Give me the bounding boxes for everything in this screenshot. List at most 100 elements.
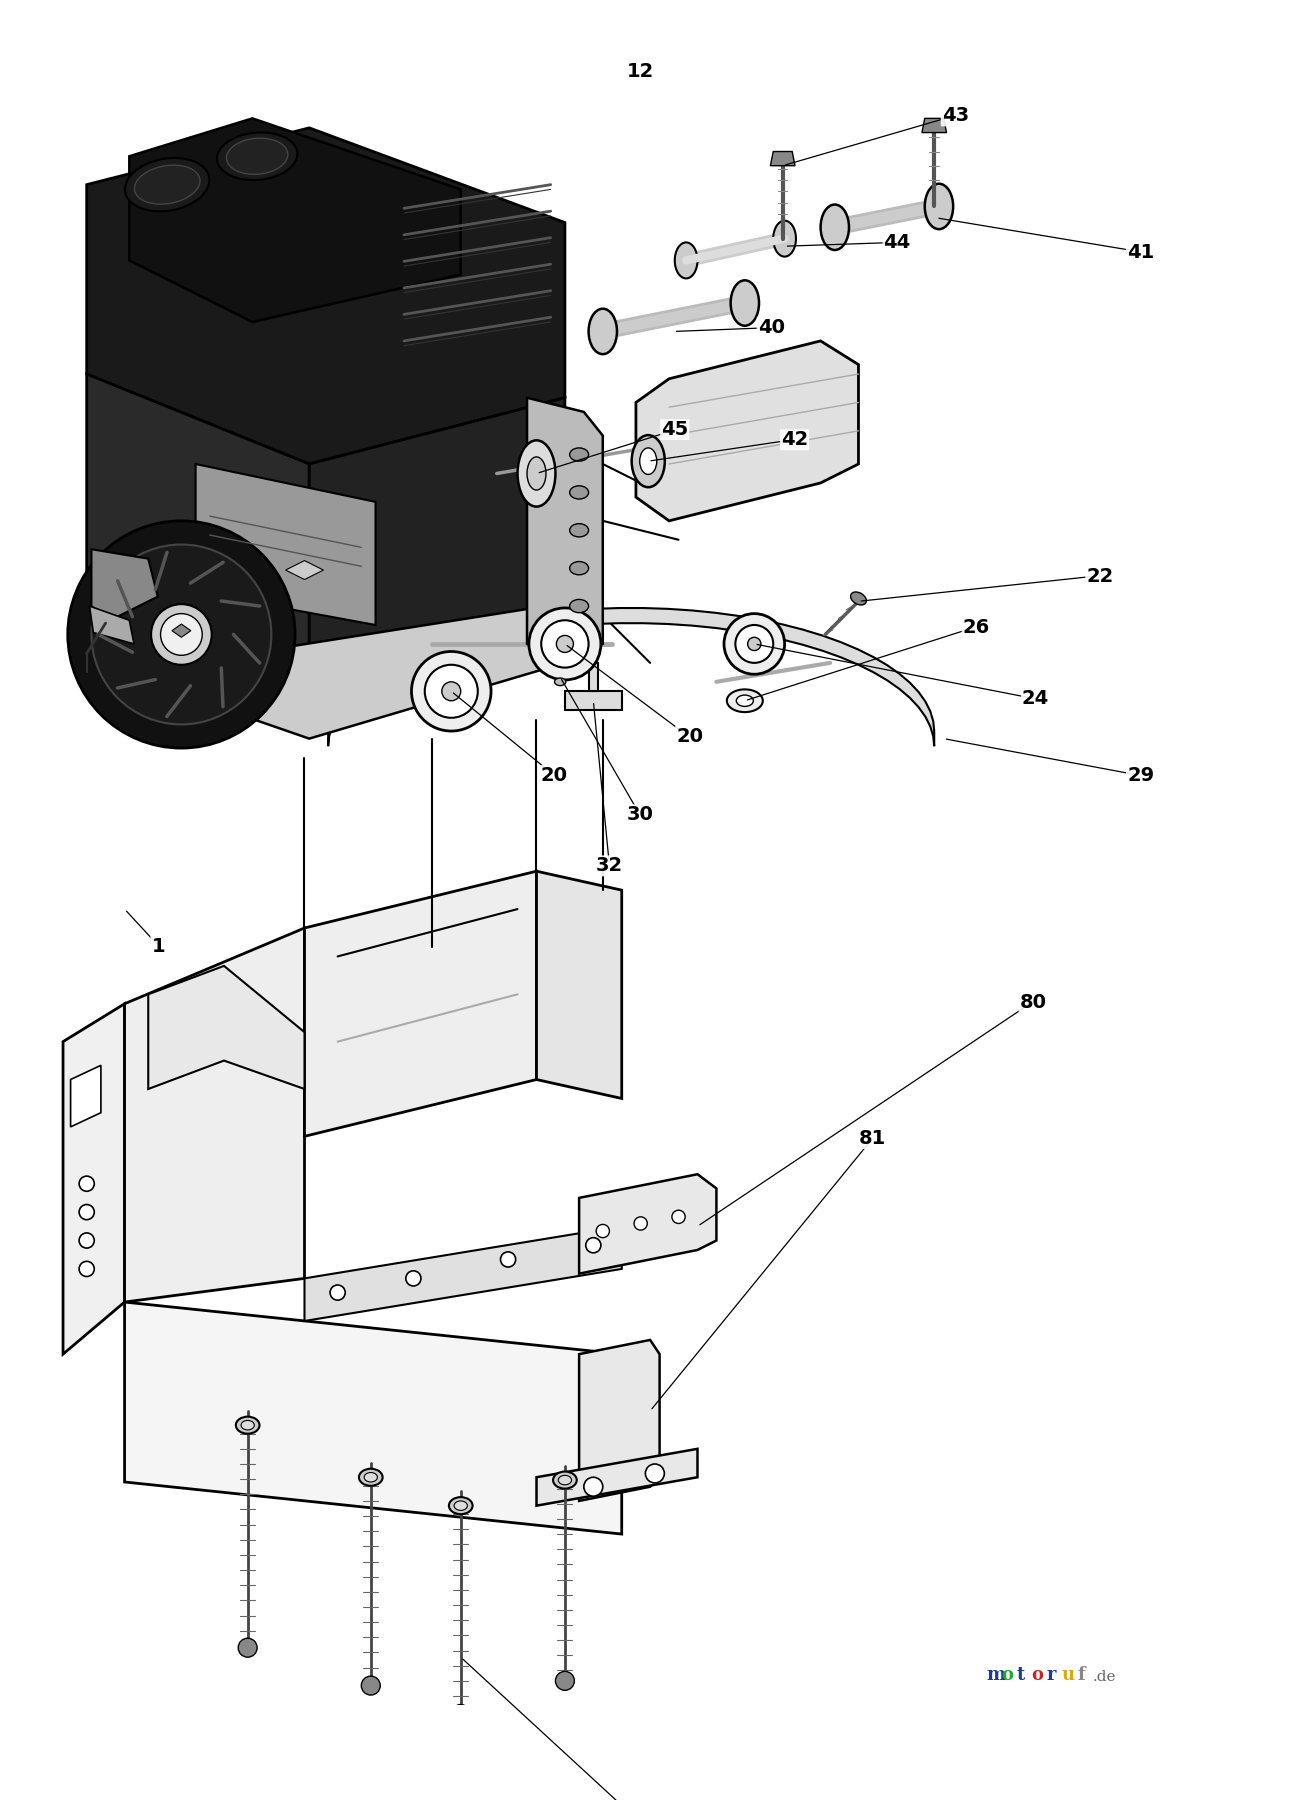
Text: 30: 30 xyxy=(626,805,654,824)
Circle shape xyxy=(452,1705,470,1723)
Ellipse shape xyxy=(241,1420,254,1429)
Ellipse shape xyxy=(736,695,753,706)
Ellipse shape xyxy=(555,679,566,686)
Text: 42: 42 xyxy=(780,430,808,450)
Polygon shape xyxy=(328,608,934,747)
Text: 41: 41 xyxy=(1128,243,1154,261)
Ellipse shape xyxy=(553,1472,577,1489)
Text: 20: 20 xyxy=(540,767,568,785)
Text: .de: .de xyxy=(1092,1670,1116,1685)
Circle shape xyxy=(80,1262,94,1276)
Polygon shape xyxy=(309,398,565,682)
Text: o: o xyxy=(1001,1667,1013,1685)
Ellipse shape xyxy=(217,133,298,180)
Circle shape xyxy=(552,646,568,661)
Polygon shape xyxy=(129,119,461,322)
Circle shape xyxy=(442,682,461,700)
Circle shape xyxy=(748,637,761,650)
Ellipse shape xyxy=(570,599,589,612)
Ellipse shape xyxy=(559,1476,572,1485)
Text: 26: 26 xyxy=(963,617,990,637)
Circle shape xyxy=(724,614,784,675)
Circle shape xyxy=(80,1175,94,1192)
Circle shape xyxy=(556,635,573,652)
Polygon shape xyxy=(579,1174,716,1274)
Ellipse shape xyxy=(675,243,697,279)
Circle shape xyxy=(583,1478,603,1496)
Ellipse shape xyxy=(359,1469,382,1485)
Text: 80: 80 xyxy=(1019,994,1047,1012)
Polygon shape xyxy=(636,340,859,520)
Text: 22: 22 xyxy=(1086,567,1113,585)
Polygon shape xyxy=(536,871,621,1098)
Ellipse shape xyxy=(925,184,953,229)
Polygon shape xyxy=(565,691,621,711)
Text: f: f xyxy=(1077,1667,1084,1685)
Text: 29: 29 xyxy=(1128,767,1154,785)
Circle shape xyxy=(68,520,295,749)
Circle shape xyxy=(406,1271,422,1285)
Polygon shape xyxy=(90,607,134,644)
Polygon shape xyxy=(70,1066,100,1127)
Ellipse shape xyxy=(134,166,200,203)
Circle shape xyxy=(239,1638,257,1658)
Polygon shape xyxy=(304,1226,621,1321)
Polygon shape xyxy=(527,398,603,662)
Ellipse shape xyxy=(518,441,556,506)
Polygon shape xyxy=(91,549,158,621)
Circle shape xyxy=(361,1676,380,1696)
Ellipse shape xyxy=(227,139,288,175)
Ellipse shape xyxy=(364,1472,377,1481)
Text: 12: 12 xyxy=(626,61,654,81)
Text: 32: 32 xyxy=(595,857,622,875)
Circle shape xyxy=(91,544,271,724)
Text: 1: 1 xyxy=(151,936,164,956)
Text: 40: 40 xyxy=(758,319,784,337)
Circle shape xyxy=(529,608,600,680)
Circle shape xyxy=(424,664,478,718)
Ellipse shape xyxy=(632,436,664,488)
Circle shape xyxy=(80,1204,94,1220)
Ellipse shape xyxy=(589,310,617,355)
Polygon shape xyxy=(149,967,304,1089)
Circle shape xyxy=(501,1251,515,1267)
Polygon shape xyxy=(589,662,598,691)
Ellipse shape xyxy=(570,448,589,461)
Polygon shape xyxy=(579,1339,659,1501)
Text: 81: 81 xyxy=(859,1129,886,1148)
Circle shape xyxy=(161,614,202,655)
Polygon shape xyxy=(187,607,565,738)
Polygon shape xyxy=(770,151,795,166)
Ellipse shape xyxy=(774,221,796,257)
Text: m: m xyxy=(987,1667,1005,1685)
Ellipse shape xyxy=(570,562,589,574)
Text: 20: 20 xyxy=(676,727,703,745)
Ellipse shape xyxy=(731,281,760,326)
Ellipse shape xyxy=(570,486,589,499)
Polygon shape xyxy=(536,1449,697,1505)
Ellipse shape xyxy=(570,524,589,536)
Text: u: u xyxy=(1062,1667,1075,1685)
Polygon shape xyxy=(196,464,376,625)
Polygon shape xyxy=(86,374,309,682)
Circle shape xyxy=(586,1238,600,1253)
Text: 45: 45 xyxy=(662,419,688,439)
Text: 24: 24 xyxy=(1022,689,1049,709)
Circle shape xyxy=(151,605,211,664)
Ellipse shape xyxy=(125,158,209,211)
Circle shape xyxy=(542,621,589,668)
Circle shape xyxy=(735,625,774,662)
Text: t: t xyxy=(1017,1667,1024,1685)
Ellipse shape xyxy=(727,689,763,713)
Text: r: r xyxy=(1047,1667,1056,1685)
Polygon shape xyxy=(172,625,191,637)
Circle shape xyxy=(596,1224,609,1238)
Circle shape xyxy=(556,1672,574,1690)
Text: 44: 44 xyxy=(883,232,911,252)
Text: o: o xyxy=(1032,1667,1044,1685)
Text: 43: 43 xyxy=(942,106,968,126)
Circle shape xyxy=(646,1463,664,1483)
Circle shape xyxy=(330,1285,346,1300)
Ellipse shape xyxy=(527,457,545,490)
Ellipse shape xyxy=(449,1498,472,1514)
